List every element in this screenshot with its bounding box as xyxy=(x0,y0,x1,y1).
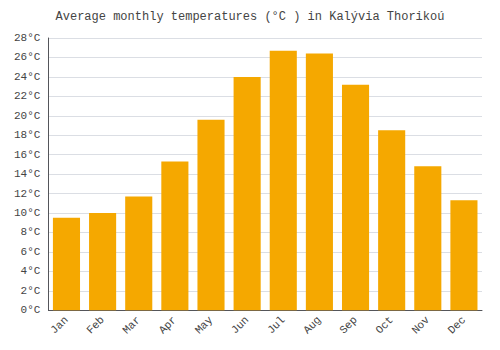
svg-text:4°C: 4°C xyxy=(21,265,41,277)
svg-text:Oct: Oct xyxy=(373,314,395,336)
svg-text:Feb: Feb xyxy=(84,314,106,336)
svg-text:16°C: 16°C xyxy=(14,149,41,161)
svg-text:Sep: Sep xyxy=(337,314,359,336)
svg-text:8°C: 8°C xyxy=(21,226,41,238)
svg-text:26°C: 26°C xyxy=(14,51,41,63)
svg-text:Aug: Aug xyxy=(301,314,323,336)
svg-text:Jul: Jul xyxy=(265,314,287,336)
svg-text:10°C: 10°C xyxy=(14,207,41,219)
svg-text:22°C: 22°C xyxy=(14,90,41,102)
svg-text:Jun: Jun xyxy=(229,314,251,336)
svg-text:Apr: Apr xyxy=(157,314,179,336)
svg-text:Nov: Nov xyxy=(410,314,433,337)
svg-text:May: May xyxy=(193,314,216,337)
svg-text:14°C: 14°C xyxy=(14,168,41,180)
svg-text:Jan: Jan xyxy=(48,314,70,336)
svg-text:2°C: 2°C xyxy=(21,285,41,297)
svg-text:12°C: 12°C xyxy=(14,188,41,200)
svg-text:Mar: Mar xyxy=(121,314,143,336)
svg-text:Dec: Dec xyxy=(446,314,468,336)
svg-text:6°C: 6°C xyxy=(21,246,41,258)
svg-text:20°C: 20°C xyxy=(14,110,41,122)
svg-text:0°C: 0°C xyxy=(21,304,41,316)
svg-text:18°C: 18°C xyxy=(14,129,41,141)
svg-text:28°C: 28°C xyxy=(14,32,41,44)
svg-text:24°C: 24°C xyxy=(14,71,41,83)
svg-text:Average monthly temperatures (: Average monthly temperatures (°C ) in Ka… xyxy=(56,10,445,24)
